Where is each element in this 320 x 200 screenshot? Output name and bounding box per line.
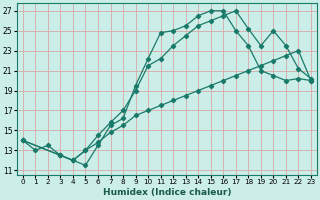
X-axis label: Humidex (Indice chaleur): Humidex (Indice chaleur) bbox=[103, 188, 231, 197]
